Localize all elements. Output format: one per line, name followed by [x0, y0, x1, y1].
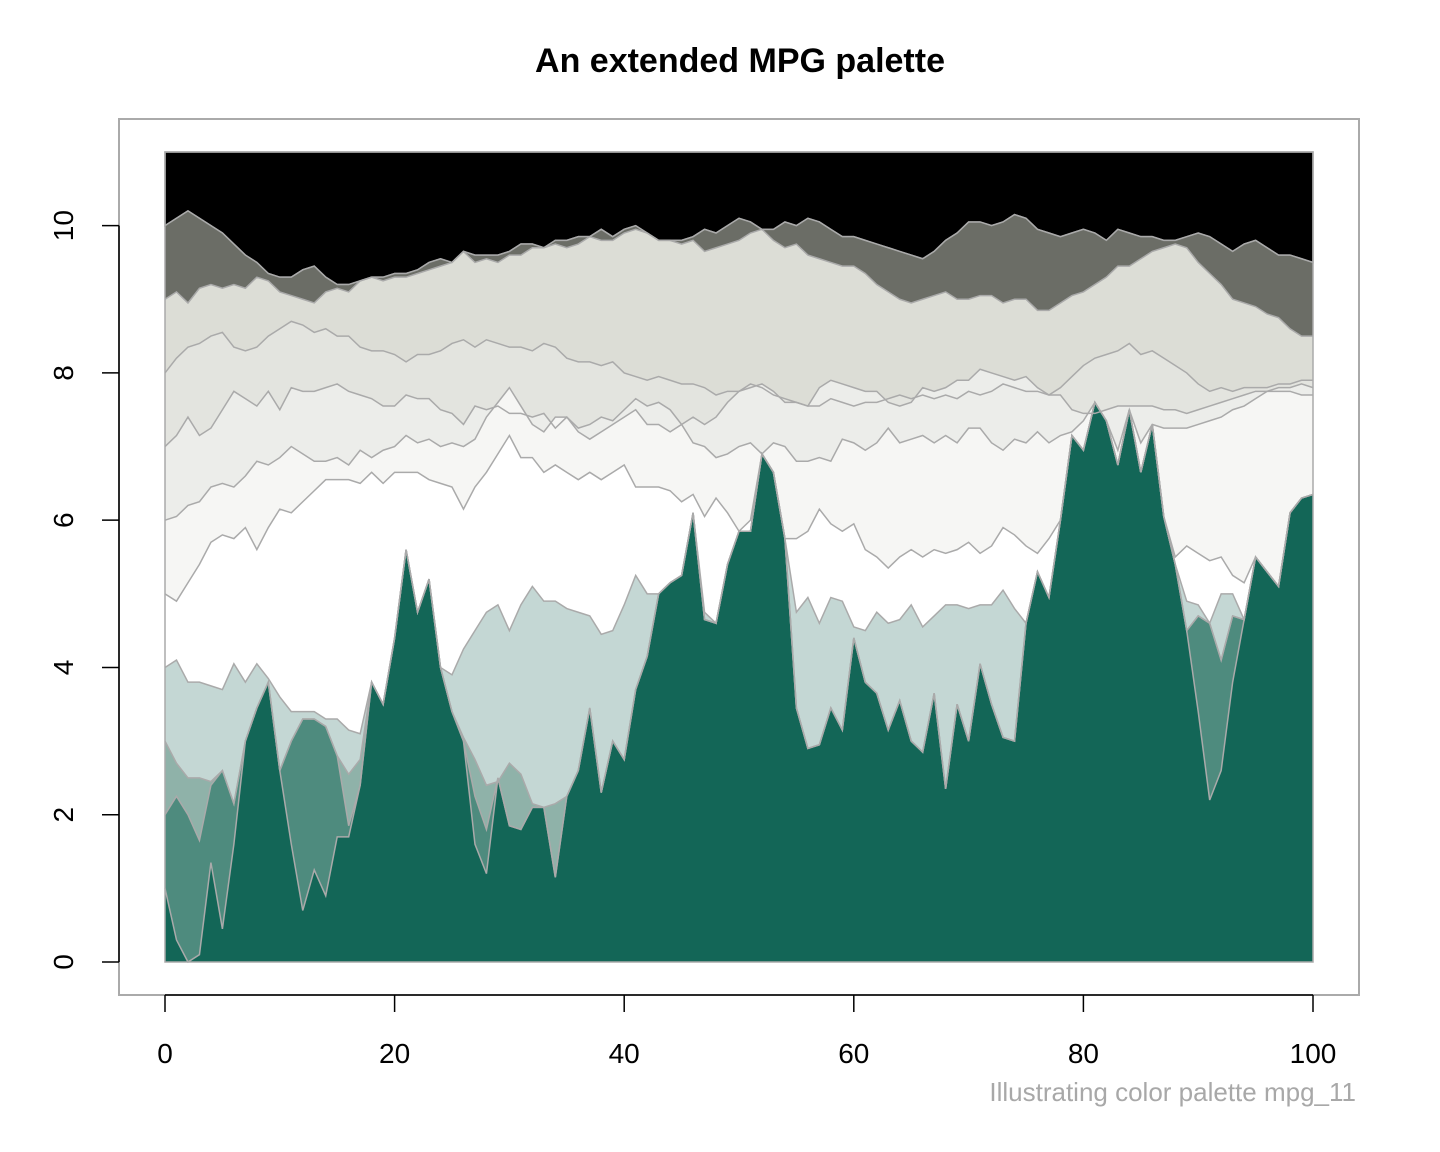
x-tick-label: 100 — [1290, 1038, 1337, 1069]
area-layer-9 — [165, 229, 1313, 407]
area-layer-7 — [165, 369, 1313, 521]
area-boundary-6 — [164, 386, 1313, 521]
area-layer-8 — [165, 321, 1313, 447]
area-layer-5 — [165, 402, 1313, 734]
x-tick-label: 0 — [157, 1038, 173, 1069]
area-boundary-10 — [164, 210, 1314, 286]
y-tick-label: 4 — [48, 660, 79, 676]
area-layer-10 — [165, 210, 1313, 337]
area-boundary-9 — [164, 228, 1313, 337]
stack-outline — [164, 151, 1314, 963]
y-tick-label: 0 — [48, 954, 79, 970]
area-boundary-8 — [164, 320, 1313, 407]
x-tick-label: 60 — [838, 1038, 869, 1069]
y-tick-label: 2 — [48, 807, 79, 823]
area-layer-6 — [165, 387, 1313, 602]
y-tick-label: 10 — [48, 210, 79, 241]
y-tick-label: 8 — [48, 365, 79, 381]
x-tick-label: 20 — [379, 1038, 410, 1069]
x-tick-label: 80 — [1068, 1038, 1099, 1069]
y-axis: 0 2 4 6 8 10 — [48, 210, 120, 970]
y-tick-label: 6 — [48, 512, 79, 528]
chart-caption: Illustrating color palette mpg_11 — [989, 1077, 1356, 1107]
area-layer-4 — [165, 402, 1313, 808]
x-tick-label: 40 — [609, 1038, 640, 1069]
area-boundary-5 — [164, 400, 1314, 603]
x-axis: 0 20 40 60 80 100 — [157, 994, 1337, 1069]
area-layer-1 — [165, 402, 1313, 962]
chart-title: An extended MPG palette — [535, 42, 945, 80]
area-layers — [164, 151, 1314, 964]
